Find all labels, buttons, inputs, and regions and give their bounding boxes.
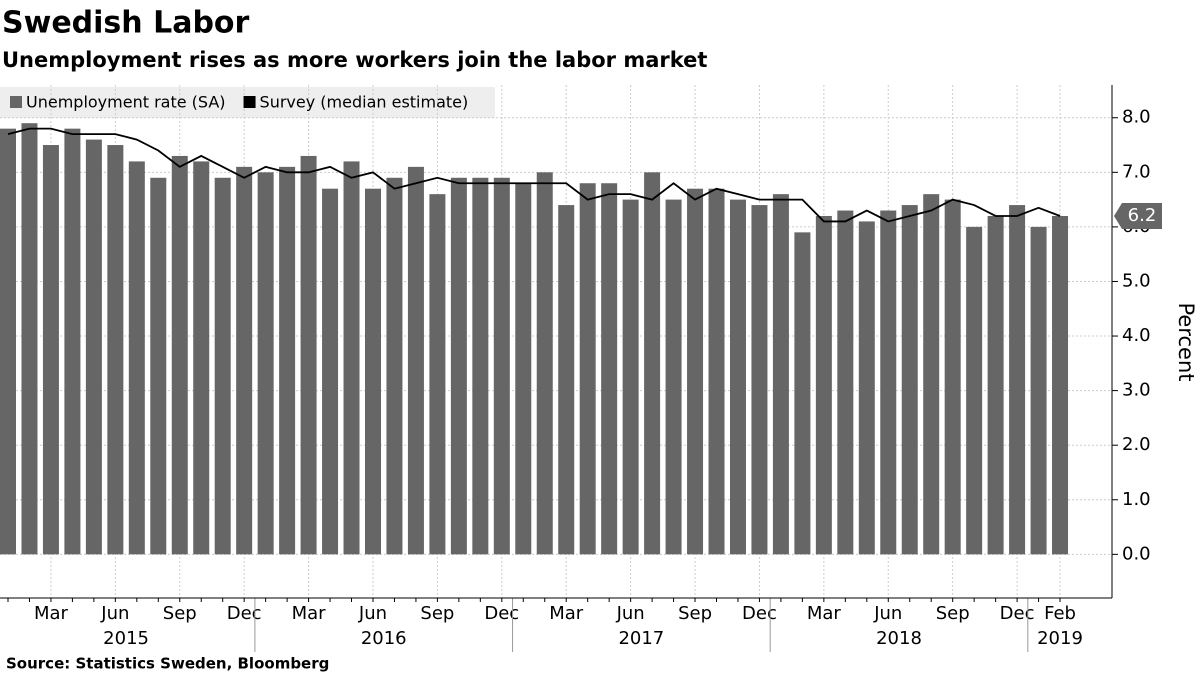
bar xyxy=(815,215,832,555)
bar xyxy=(558,205,575,555)
bar xyxy=(193,161,210,555)
annotation-box xyxy=(1114,202,1162,229)
bar xyxy=(214,177,231,555)
bar xyxy=(343,161,360,555)
bar xyxy=(279,166,296,555)
x-tick-label: Dec xyxy=(227,603,262,624)
x-tick-label: Mar xyxy=(34,603,69,624)
bar xyxy=(429,194,446,555)
bar xyxy=(665,199,682,555)
bar xyxy=(450,177,467,555)
x-year-label: 2016 xyxy=(361,628,407,649)
x-year-label: 2019 xyxy=(1037,628,1083,649)
x-tick-label: Sep xyxy=(936,603,970,624)
y-tick-label: 8.0 xyxy=(1122,107,1151,128)
bar xyxy=(322,188,339,555)
bar xyxy=(729,199,746,555)
bar xyxy=(386,177,403,555)
y-tick-label: 1.0 xyxy=(1122,489,1151,510)
x-tick-label: Dec xyxy=(484,603,519,624)
bar xyxy=(687,188,704,555)
y-tick-label: 4.0 xyxy=(1122,325,1151,346)
bar xyxy=(880,210,897,555)
bar xyxy=(923,194,940,555)
legend-label: Survey (median estimate) xyxy=(260,93,469,112)
bar xyxy=(364,188,381,555)
x-year-label: 2015 xyxy=(103,628,149,649)
y-tick-label: 7.0 xyxy=(1122,161,1151,182)
bar xyxy=(64,128,81,555)
bar xyxy=(472,177,489,555)
bar xyxy=(987,215,1004,555)
chart-subtitle: Unemployment rises as more workers join … xyxy=(2,48,707,72)
bar xyxy=(407,166,424,555)
bar xyxy=(171,155,188,555)
bar xyxy=(257,172,274,555)
bar xyxy=(300,155,317,555)
bar xyxy=(107,145,124,555)
x-tick-label: Jun xyxy=(358,603,387,624)
bar xyxy=(901,205,918,555)
x-tick-label: Jun xyxy=(100,603,129,624)
bar xyxy=(858,221,875,555)
source: Source: Statistics Sweden, Bloomberg xyxy=(6,655,329,673)
legend-swatch xyxy=(243,96,256,108)
x-tick-label: Mar xyxy=(292,603,327,624)
x-tick-label: Feb xyxy=(1044,603,1076,624)
bar xyxy=(1052,215,1069,555)
x-tick-label: Sep xyxy=(163,603,197,624)
bar xyxy=(944,199,961,555)
bar xyxy=(966,226,983,555)
legend-label: Unemployment rate (SA) xyxy=(26,93,226,112)
x-tick-label: Mar xyxy=(549,603,584,624)
bar xyxy=(837,210,854,555)
bar xyxy=(794,232,811,555)
x-tick-label: Jun xyxy=(616,603,645,624)
bar xyxy=(1030,226,1047,555)
bar xyxy=(0,128,16,555)
x-tick-label: Sep xyxy=(420,603,454,624)
x-tick-label: Dec xyxy=(742,603,777,624)
bar xyxy=(128,161,145,555)
bar xyxy=(42,145,59,555)
bar xyxy=(21,123,38,555)
bar xyxy=(515,183,532,555)
chart-title: Swedish Labor xyxy=(2,6,250,41)
x-tick-label: Jun xyxy=(873,603,902,624)
x-tick-label: Sep xyxy=(678,603,712,624)
bar xyxy=(236,166,253,555)
bar xyxy=(644,172,661,555)
y-axis-label: Percent xyxy=(1174,302,1198,381)
x-year-label: 2017 xyxy=(618,628,664,649)
bar xyxy=(622,199,639,555)
y-tick-label: 3.0 xyxy=(1122,380,1151,401)
y-tick-label: 0.0 xyxy=(1122,543,1151,564)
y-tick-label: 5.0 xyxy=(1122,270,1151,291)
x-year-label: 2018 xyxy=(876,628,922,649)
bar xyxy=(493,177,510,555)
x-tick-label: Mar xyxy=(807,603,842,624)
annotation: 6.2 xyxy=(1128,205,1157,226)
line xyxy=(7,127,1061,223)
bar xyxy=(772,194,789,555)
bar xyxy=(150,177,167,555)
bar xyxy=(85,139,102,555)
bar xyxy=(751,205,768,555)
bar xyxy=(708,188,725,555)
bar xyxy=(1009,205,1026,555)
y-tick-label: 2.0 xyxy=(1122,434,1151,455)
bar xyxy=(601,183,618,555)
bar xyxy=(536,172,553,555)
bar xyxy=(579,183,596,555)
legend-swatch xyxy=(10,96,22,108)
x-tick-label: Dec xyxy=(1000,603,1035,624)
